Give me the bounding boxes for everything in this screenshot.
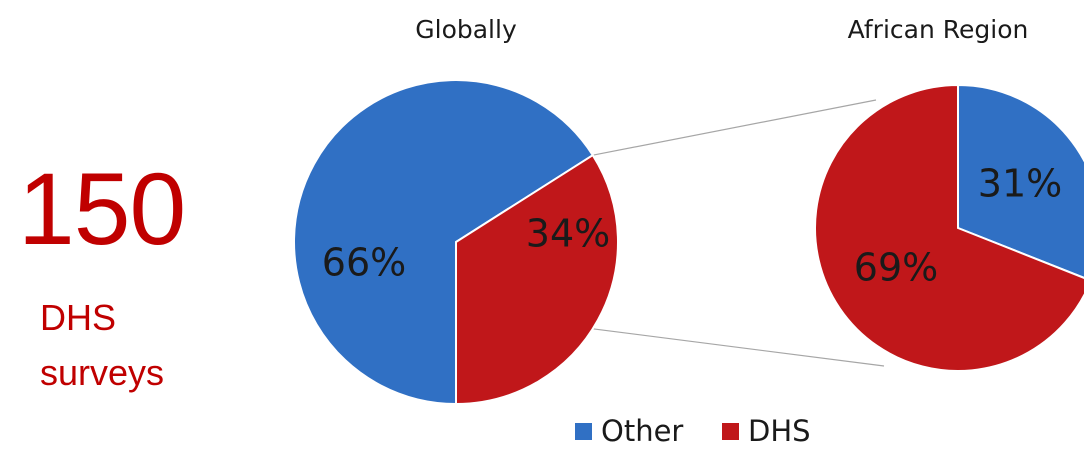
connector-line-bottom — [592, 328, 885, 367]
pie-african-region: 31% 69% — [814, 83, 1084, 372]
connector-lines — [592, 99, 885, 367]
legend-label-dhs: DHS — [748, 414, 811, 448]
pie-label-african-region-other: 31% — [978, 162, 1062, 206]
pie-global: 66% 34% — [293, 79, 619, 406]
survey-count: 150 — [18, 152, 186, 266]
pie-slice-global-dhs — [455, 153, 619, 406]
legend: Other DHS — [575, 414, 811, 448]
pie-slice-global-other — [293, 79, 595, 406]
pie-slice-african-region-dhs — [814, 83, 1084, 372]
survey-count-label-dhs: DHS — [40, 297, 117, 338]
legend-swatch-dhs — [722, 423, 739, 440]
pie-title-african-region: African Region — [848, 15, 1029, 44]
survey-count-label-surveys: surveys — [40, 352, 165, 393]
pie-label-global-dhs: 34% — [526, 212, 610, 256]
pie-label-african-region-dhs: 69% — [854, 246, 938, 290]
legend-label-other: Other — [601, 414, 683, 448]
pie-slice-african-region-other — [957, 83, 1084, 279]
connector-line-top — [592, 99, 877, 156]
legend-swatch-other — [575, 423, 592, 440]
pie-label-global-other: 66% — [322, 241, 406, 285]
pie-title-global: Globally — [415, 15, 517, 44]
